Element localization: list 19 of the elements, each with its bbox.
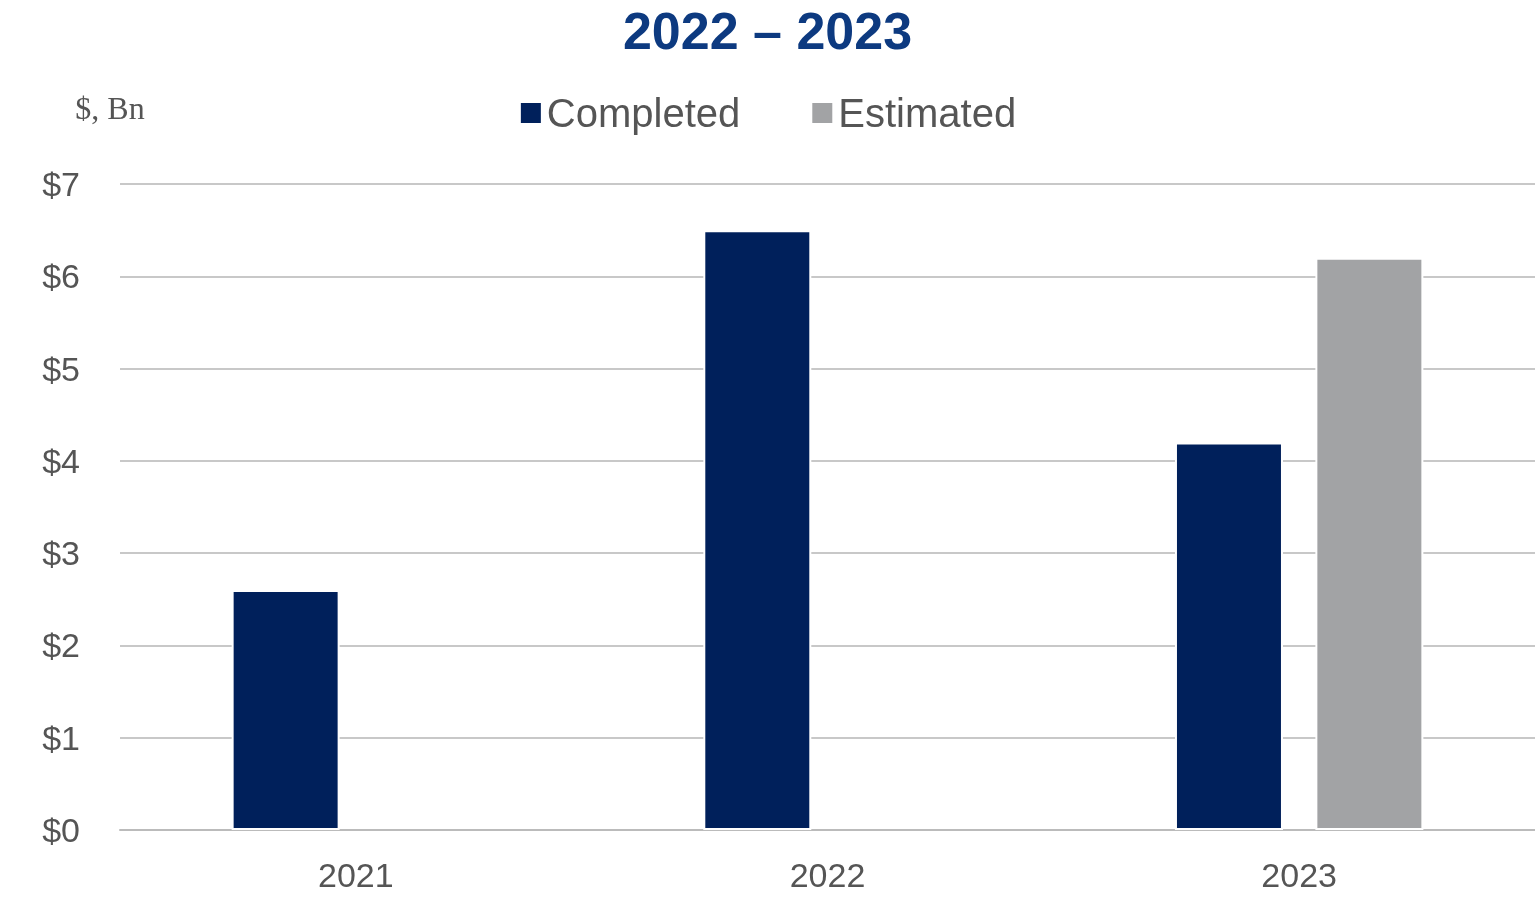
y-tick-label: $5 — [42, 349, 80, 388]
bar — [1315, 257, 1424, 830]
x-tick-label: 2023 — [1261, 856, 1337, 894]
y-tick-label: $3 — [42, 534, 80, 573]
y-tick-label: $6 — [42, 257, 80, 296]
bar — [703, 230, 812, 830]
y-tick-label: $7 — [42, 165, 80, 203]
y-axis-title: $, Bn — [75, 90, 145, 126]
y-tick-label: $2 — [42, 626, 80, 665]
x-tick-label: 2021 — [318, 856, 394, 894]
chart-title: 2022 – 2023 — [622, 2, 913, 60]
y-tick-label: $0 — [42, 811, 80, 849]
legend-label: Estimated — [838, 91, 1017, 135]
y-tick-label: $1 — [42, 718, 80, 757]
y-tick-label: $4 — [42, 441, 80, 480]
x-tick-label: 2022 — [789, 856, 866, 894]
bar — [231, 590, 340, 830]
legend-label: Completed — [546, 91, 741, 135]
bar — [1174, 442, 1283, 830]
